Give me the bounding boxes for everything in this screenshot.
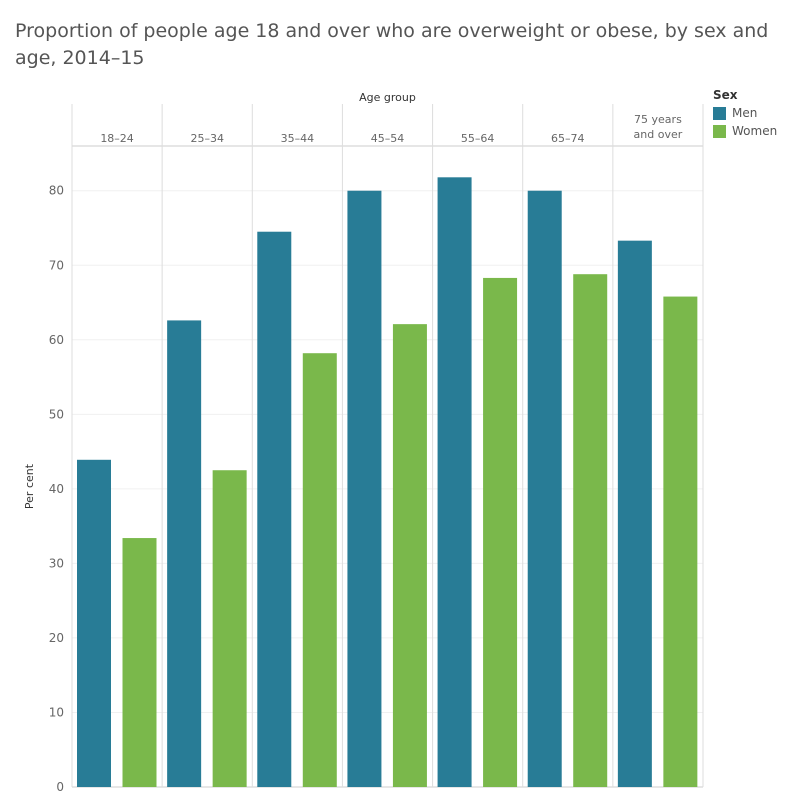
y-tick-label: 60	[49, 333, 64, 347]
legend-item-women[interactable]: Women	[713, 124, 777, 138]
bar-women	[392, 324, 427, 787]
legend-label-men: Men	[732, 106, 758, 120]
category-label: and over	[634, 128, 683, 141]
y-tick-label: 50	[49, 407, 64, 421]
bar-women	[212, 470, 247, 787]
bar-women	[483, 277, 518, 787]
legend-label-women: Women	[732, 124, 778, 138]
bar-men	[77, 459, 111, 787]
y-axis-label: Per cent	[23, 463, 36, 509]
bar-men	[347, 190, 382, 787]
column-header: Age group	[359, 91, 416, 104]
y-tick-label: 80	[49, 184, 64, 198]
bar-women	[122, 538, 157, 787]
category-label: 75 years	[634, 113, 682, 126]
bar-women	[663, 296, 698, 787]
chart-title: Proportion of people age 18 and over who…	[15, 20, 769, 69]
y-tick-label: 20	[49, 631, 64, 645]
category-label: 25–34	[190, 132, 224, 145]
bar-men	[167, 320, 202, 787]
category-label: 65–74	[551, 132, 585, 145]
bar-men	[527, 190, 562, 787]
category-label: 18–24	[100, 132, 134, 145]
y-tick-label: 70	[49, 258, 64, 272]
legend-item-men[interactable]: Men	[713, 106, 777, 120]
bar-men	[257, 231, 292, 788]
bar-men	[617, 240, 652, 787]
y-tick-label: 10	[49, 705, 64, 719]
bar-women	[302, 353, 337, 787]
y-tick-label: 0	[56, 780, 64, 794]
bar-men	[437, 177, 472, 787]
legend-swatch-women	[713, 124, 726, 138]
category-label: 35–44	[281, 132, 315, 145]
y-tick-label: 30	[49, 556, 64, 570]
category-label: 55–64	[461, 132, 495, 145]
legend-swatch-men	[713, 106, 726, 120]
bar-women	[573, 274, 608, 787]
legend-title: Sex	[713, 88, 738, 102]
legend: Sex Men Women	[713, 88, 777, 142]
y-tick-label: 40	[49, 482, 64, 496]
category-label: 45–54	[371, 132, 405, 145]
